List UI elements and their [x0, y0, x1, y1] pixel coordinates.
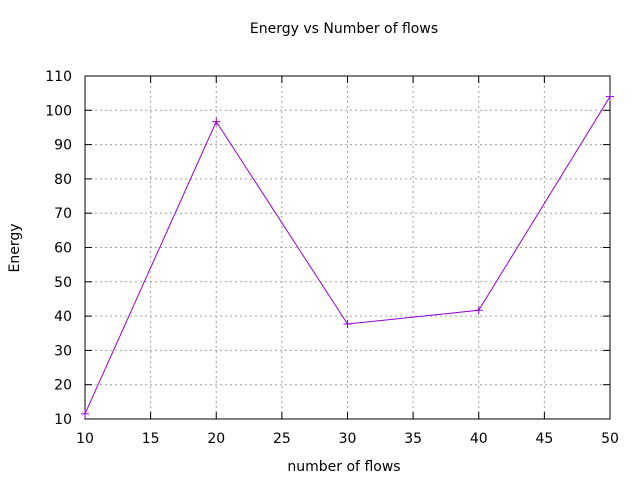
chart-title: Energy vs Number of flows — [250, 21, 438, 37]
y-tick-label: 110 — [45, 69, 72, 85]
x-tick-label: 45 — [535, 431, 553, 447]
data-point — [606, 92, 614, 101]
y-tick-label: 20 — [54, 378, 72, 394]
data-point — [212, 117, 221, 126]
y-tick-label: 80 — [54, 172, 72, 188]
x-tick-label: 25 — [273, 431, 291, 447]
y-tick-label: 70 — [54, 206, 72, 222]
y-tick-label: 50 — [54, 275, 72, 291]
data-point — [474, 306, 483, 315]
x-tick-label: 35 — [404, 431, 422, 447]
y-tick-label: 90 — [54, 138, 72, 154]
x-axis-label: number of flows — [287, 459, 400, 475]
plot-area-border — [84, 75, 611, 420]
x-tick-label: 10 — [76, 431, 94, 447]
y-tick-label: 40 — [54, 309, 72, 325]
tick-labels: 10 15 20 25 30 35 40 45 50 10 20 30 40 50 60 70 80 90 100 1… — [45, 69, 619, 447]
y-tick-label: 10 — [54, 412, 72, 428]
data-point — [343, 319, 352, 328]
data-series — [81, 92, 614, 418]
x-tick-label: 20 — [207, 431, 225, 447]
x-tick-label: 40 — [470, 431, 488, 447]
y-tick-label: 100 — [45, 103, 72, 119]
x-tick-label: 15 — [142, 431, 160, 447]
y-tick-label: 60 — [54, 241, 72, 257]
y-tick-label: 30 — [54, 343, 72, 359]
x-tick-label: 30 — [339, 431, 357, 447]
data-point — [81, 409, 89, 418]
y-axis-label: Energy — [7, 223, 23, 272]
x-tick-label: 50 — [601, 431, 619, 447]
grid-lines — [85, 76, 610, 419]
